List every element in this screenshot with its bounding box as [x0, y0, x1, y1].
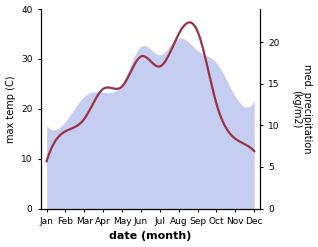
Y-axis label: max temp (C): max temp (C)	[5, 75, 16, 143]
Y-axis label: med. precipitation
(kg/m2): med. precipitation (kg/m2)	[291, 64, 313, 154]
X-axis label: date (month): date (month)	[109, 231, 192, 242]
